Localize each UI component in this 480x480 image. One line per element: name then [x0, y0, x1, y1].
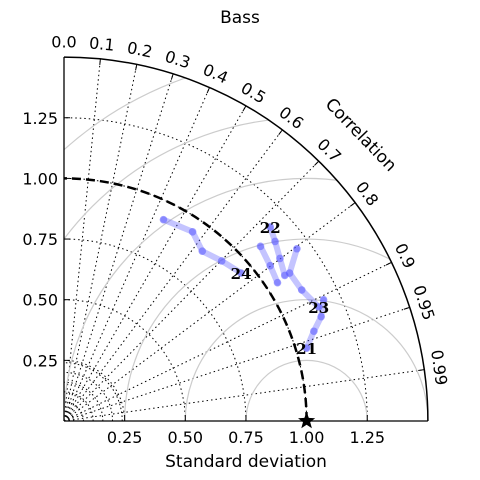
data-point — [319, 295, 328, 304]
data-point — [302, 344, 311, 353]
std-grid-arc — [63, 238, 247, 422]
correlation-tick-label: 0.3 — [163, 47, 193, 73]
chart-title: Bass — [220, 8, 260, 28]
outer-arc — [63, 56, 429, 422]
data-point — [198, 247, 207, 255]
data-point — [266, 223, 275, 231]
correlation-tick — [385, 261, 392, 266]
data-point — [256, 242, 265, 251]
y-tick-label: 1.00 — [22, 169, 58, 188]
correlation-tick — [135, 64, 138, 71]
series-label: 21 — [296, 340, 317, 358]
reference-std-arc — [63, 177, 308, 422]
x-tick-label: 0.50 — [167, 428, 203, 447]
x-tick-label: 0.25 — [107, 428, 143, 447]
correlation-grid-line — [63, 73, 174, 422]
data-point — [317, 312, 325, 321]
axes — [63, 56, 429, 422]
data-point — [266, 261, 275, 270]
correlation-tick — [242, 105, 247, 112]
data-point — [297, 286, 306, 294]
series-line — [267, 223, 288, 279]
correlation-tick — [170, 73, 174, 80]
series-layer: 21 22 23 24 — [159, 215, 329, 358]
std-grid-arc — [63, 299, 186, 422]
correlation-tick — [206, 87, 211, 94]
correlation-tick-label: 0.2 — [125, 38, 154, 62]
x-tick-label: 1.25 — [349, 428, 385, 447]
series-line — [303, 296, 327, 352]
correlation-tick-label: 0.1 — [88, 33, 115, 54]
reference-star-marker — [298, 412, 316, 429]
x-axis-label: Standard deviation — [165, 452, 327, 472]
correlation-grid-line — [63, 306, 410, 422]
correlation-tick — [403, 306, 410, 310]
tick-labels: 0.25 0.25 0.50 0.50 0.75 0.75 1.00 1.00 1.25 1.25… — [22, 33, 451, 447]
reference-arc — [63, 177, 316, 429]
series-label: 22 — [260, 219, 281, 237]
origin-grid-arc — [63, 362, 123, 422]
data-point — [314, 303, 323, 311]
correlation-grid-line — [63, 58, 101, 422]
data-point — [273, 278, 282, 287]
rms-contour — [64, 177, 428, 421]
grid-layer — [63, 58, 425, 422]
origin-grid-arc — [63, 391, 94, 422]
correlation-tick — [418, 369, 425, 372]
data-point — [276, 254, 284, 263]
series-label: 23 — [308, 299, 329, 317]
correlation-tick — [349, 202, 356, 207]
std-grid-arc — [63, 117, 368, 422]
correlation-tick-label: 0.99 — [427, 349, 451, 387]
correlation-tick-label: 0.0 — [51, 33, 76, 52]
correlation-tick — [99, 58, 101, 66]
y-tick-label: 0.50 — [22, 291, 58, 310]
y-tick-label: 0.75 — [22, 230, 58, 249]
data-point — [159, 215, 168, 224]
data-point — [188, 227, 197, 236]
series-line — [286, 245, 322, 310]
origin-grid-arc — [63, 410, 75, 422]
data-point — [293, 244, 301, 253]
correlation-tick-label: 0.9 — [391, 240, 419, 271]
data-point — [217, 257, 226, 265]
correlation-grid-line — [63, 64, 138, 422]
rms-contour — [124, 238, 428, 421]
std-grid-arc — [63, 177, 308, 422]
correlation-grid-line — [63, 87, 211, 422]
series-line — [160, 216, 245, 277]
rms-contour — [64, 117, 428, 421]
x-tick-label: 1.00 — [289, 428, 325, 447]
data-point — [310, 327, 318, 336]
rms-contour — [245, 359, 368, 421]
data-point — [271, 237, 279, 246]
series-label: 24 — [231, 265, 252, 283]
data-point — [285, 269, 294, 277]
origin-grid-arc — [63, 371, 114, 422]
y-tick-label: 0.25 — [22, 351, 58, 370]
rms-contour — [184, 299, 428, 421]
data-point — [237, 269, 245, 277]
correlation-tick — [314, 160, 320, 166]
x-tick-label: 0.75 — [228, 428, 264, 447]
y-tick-label: 1.25 — [22, 109, 58, 128]
correlation-tick — [278, 129, 283, 136]
correlation-tick-label: 0.4 — [200, 60, 231, 88]
correlation-tick-label: 0.95 — [409, 283, 438, 323]
